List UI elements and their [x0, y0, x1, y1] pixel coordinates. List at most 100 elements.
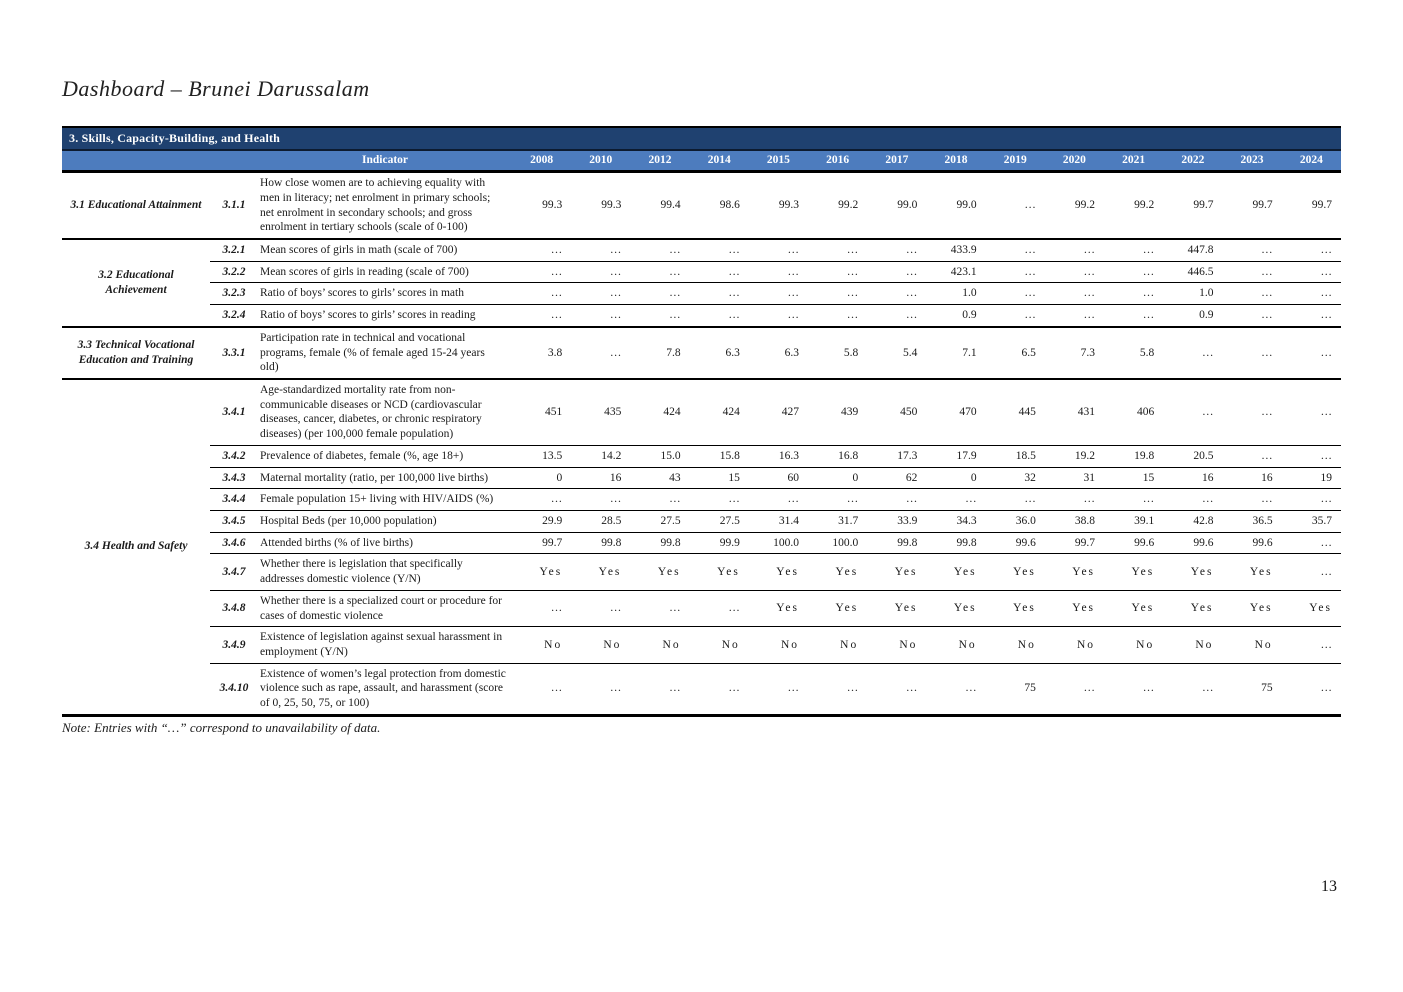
value-cell: …: [630, 304, 690, 327]
value-cell: …: [985, 488, 1045, 511]
value-cell: …: [1104, 304, 1164, 327]
value-cell: No: [512, 626, 572, 664]
value-cell: 32: [985, 466, 1045, 489]
value-cell: …: [748, 260, 809, 283]
value-cell: Yes: [926, 589, 986, 627]
section-label: 3.4 Health and Safety: [62, 377, 210, 716]
value-cell: 1.0: [1163, 282, 1223, 305]
section-label: 3.3 Technical Vocational Education and T…: [62, 325, 210, 379]
section-label: 3.1 Educational Attainment: [62, 170, 210, 239]
value-cell: No: [926, 626, 986, 664]
dashboard-table: 3. Skills, Capacity-Building, and Health…: [62, 126, 1341, 717]
indicator-text: Attended births (% of live births): [258, 531, 512, 554]
value-cell: …: [808, 237, 868, 262]
value-cell: 99.2: [1044, 170, 1105, 239]
value-cell: Yes: [1044, 553, 1105, 591]
value-cell: Yes: [1163, 553, 1223, 591]
value-cell: 19.8: [1104, 444, 1164, 468]
value-cell: 6.3: [689, 325, 749, 379]
value-cell: …: [571, 589, 631, 627]
value-cell: …: [808, 260, 868, 283]
value-cell: …: [512, 488, 572, 511]
value-cell: 17.3: [867, 444, 927, 468]
table-title-row: 3. Skills, Capacity-Building, and Health: [62, 127, 1341, 152]
indicator-index: 3.4.4: [210, 488, 258, 511]
value-cell: 3.8: [512, 325, 572, 379]
value-cell: 99.4: [630, 170, 690, 239]
value-cell: …: [1281, 304, 1341, 327]
value-cell: …: [1163, 488, 1223, 511]
table-row: 3.1 Educational Attainment 3.1.1 How close…: [62, 170, 1341, 239]
value-cell: Yes: [689, 553, 749, 591]
value-cell: …: [1044, 237, 1105, 262]
page-number: 13: [1321, 878, 1337, 895]
value-cell: …: [867, 304, 927, 327]
indicator-text: Existence of legislation against sexual …: [258, 626, 512, 664]
value-cell: No: [867, 626, 927, 664]
value-cell: 99.7: [1281, 170, 1341, 239]
value-cell: 427: [748, 377, 809, 446]
value-cell: 60: [748, 466, 809, 489]
value-cell: 16: [571, 466, 631, 489]
header-spacer: [62, 150, 258, 174]
value-cell: …: [1222, 444, 1282, 468]
table-row: 3.2.3 Ratio of boys’ scores to girls’ sco…: [62, 282, 1341, 305]
value-cell: 42.8: [1163, 510, 1223, 533]
value-cell: 7.3: [1044, 325, 1105, 379]
value-cell: 447.8: [1163, 237, 1223, 262]
indicator-index: 3.4.5: [210, 510, 258, 533]
indicator-text: Participation rate in technical and voca…: [258, 325, 512, 379]
indicator-index: 3.4.9: [210, 626, 258, 664]
value-cell: …: [571, 304, 631, 327]
table-row: 3.4.5 Hospital Beds (per 10,000 populatio…: [62, 510, 1341, 533]
year-column-header: 2014: [689, 150, 749, 174]
value-cell: …: [630, 260, 690, 283]
value-cell: 0.9: [926, 304, 986, 327]
value-cell: …: [1163, 325, 1223, 379]
year-column-header: 2016: [808, 150, 868, 174]
value-cell: 406: [1104, 377, 1164, 446]
value-cell: Yes: [748, 589, 809, 627]
value-cell: …: [748, 237, 809, 262]
value-cell: …: [808, 304, 868, 327]
value-cell: …: [985, 237, 1045, 262]
value-cell: …: [1104, 237, 1164, 262]
value-cell: 99.3: [571, 170, 631, 239]
value-cell: …: [985, 304, 1045, 327]
value-cell: 14.2: [571, 444, 631, 468]
value-cell: …: [1281, 325, 1341, 379]
year-column-header: 2008: [512, 150, 572, 174]
value-cell: 433.9: [926, 237, 986, 262]
value-cell: 99.7: [512, 531, 572, 554]
value-cell: No: [1104, 626, 1164, 664]
value-cell: 445: [985, 377, 1045, 446]
value-cell: 15.0: [630, 444, 690, 468]
value-cell: …: [1281, 237, 1341, 262]
value-cell: …: [1281, 377, 1341, 446]
table-row: 3.3 Technical Vocational Education and T…: [62, 325, 1341, 379]
value-cell: …: [1044, 304, 1105, 327]
value-cell: 99.6: [1163, 531, 1223, 554]
value-cell: …: [867, 488, 927, 511]
value-cell: 29.9: [512, 510, 572, 533]
value-cell: 99.6: [1104, 531, 1164, 554]
value-cell: 99.0: [867, 170, 927, 239]
value-cell: Yes: [808, 553, 868, 591]
indicator-text: Whether there is a specialized court or …: [258, 589, 512, 627]
value-cell: 36.0: [985, 510, 1045, 533]
value-cell: …: [1163, 377, 1223, 446]
value-cell: …: [630, 488, 690, 511]
value-cell: 1.0: [926, 282, 986, 305]
value-cell: …: [985, 260, 1045, 283]
value-cell: …: [748, 304, 809, 327]
value-cell: 99.2: [1104, 170, 1164, 239]
value-cell: …: [571, 237, 631, 262]
value-cell: …: [1222, 260, 1282, 283]
value-cell: …: [1104, 282, 1164, 305]
value-cell: Yes: [985, 553, 1045, 591]
value-cell: 16: [1222, 466, 1282, 489]
value-cell: …: [1044, 662, 1105, 716]
value-cell: Yes: [926, 553, 986, 591]
value-cell: …: [630, 237, 690, 262]
value-cell: …: [1044, 488, 1105, 511]
